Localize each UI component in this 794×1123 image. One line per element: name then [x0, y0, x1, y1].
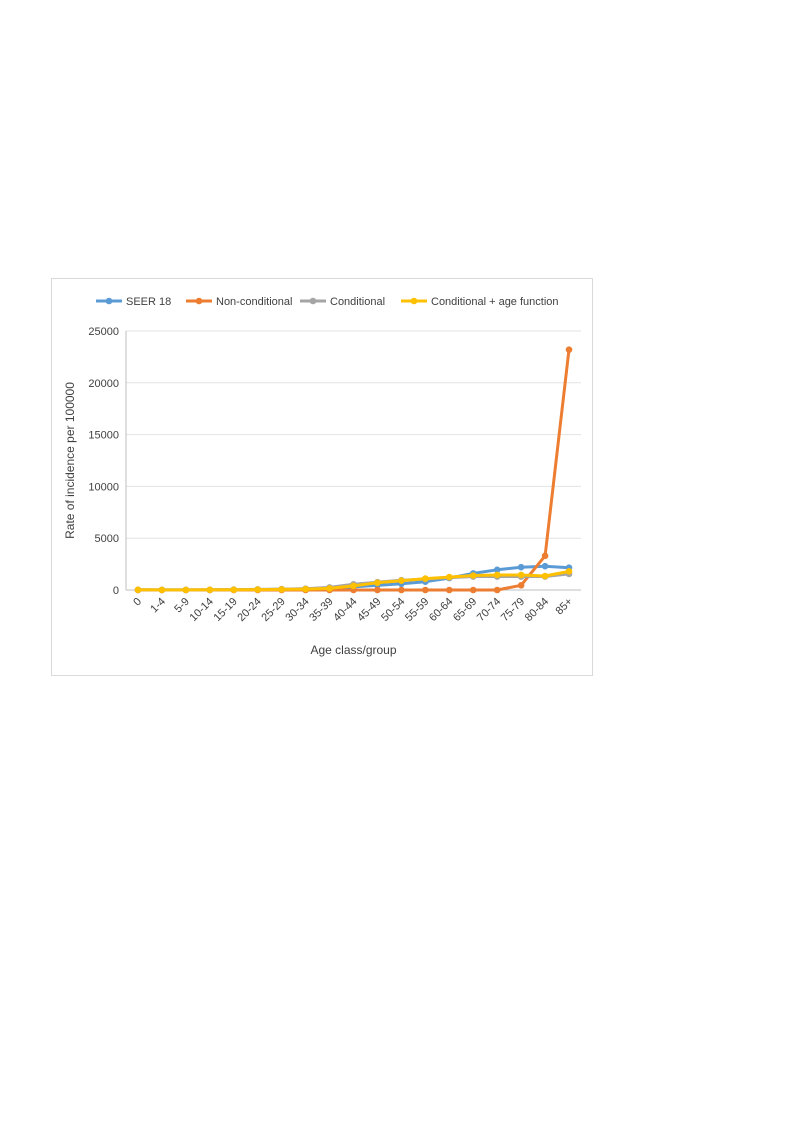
- x-tick-label-5-9: 5-9: [172, 596, 192, 616]
- line-chart: 0 5000 10000 15000 20000 25000 0 1-4 5-910-1415-…: [63, 296, 581, 657]
- legend-marker-conditional-age-function: [410, 297, 418, 305]
- y-tick-label-20000: 20000: [88, 378, 119, 390]
- data-point-conditional-age-function-35-39: [326, 585, 333, 592]
- legend-label-non-conditional: Non-conditional: [216, 296, 292, 308]
- data-point-conditional-age-function-5-9: [182, 586, 190, 594]
- legend-marker-conditional: [309, 297, 317, 305]
- chart-frame: 0 5000 10000 15000 20000 25000 0 1-4 5-9 10-14 15-…: [51, 278, 593, 676]
- y-tick-label-5000: 5000: [95, 533, 119, 545]
- x-tick-label-35-39: 35-39: [307, 596, 335, 624]
- data-point-conditional-age-function-10-14: [206, 586, 214, 594]
- data-point-non-conditional-50-54: [398, 586, 405, 594]
- data-point-conditional-age-function-40-44: [350, 582, 357, 590]
- series-line-non-conditional: [136, 348, 571, 592]
- data-point-non-conditional-60-64: [445, 586, 453, 594]
- data-point-non-conditional-45-49: [374, 586, 381, 594]
- data-point-non-conditional-70-74: [493, 586, 501, 594]
- legend-marker-non-conditional: [195, 297, 203, 305]
- x-tick-label-70-74: 70-74: [475, 596, 503, 624]
- data-point-conditional-age-function-20-24: [254, 586, 262, 593]
- data-point-non-conditional-65-69: [469, 586, 477, 594]
- y-tick-label-0: 0: [113, 585, 119, 597]
- data-point-conditional-age-function-80-84: [541, 572, 549, 580]
- data-point-conditional-age-function-15-19: [230, 586, 238, 594]
- data-point-conditional-age-function-45-49: [374, 579, 381, 587]
- x-tick-label-40-44: 40-44: [331, 596, 359, 624]
- x-tick-label-50-54: 50-54: [379, 596, 407, 624]
- x-tick-label-25-29: 25-29: [259, 596, 287, 624]
- y-tick-label-10000: 10000: [88, 481, 119, 493]
- x-tick-label-80-84: 80-84: [523, 596, 551, 624]
- y-axis-title: Rate of incidence per 100000: [63, 382, 77, 539]
- data-point-seer-18-75-79: [517, 563, 525, 571]
- data-point-seer-18-70-74: [493, 566, 501, 574]
- data-point-conditional-age-function-0: [134, 586, 142, 594]
- legend-label-seer-18: SEER 18: [126, 296, 171, 308]
- x-tick-label-85: 85+: [553, 596, 575, 618]
- legend-label-conditional: Conditional: [330, 296, 385, 308]
- x-tick-label-15-19: 15-19: [212, 596, 240, 624]
- data-point-seer-18-80-84: [541, 562, 549, 570]
- legend-label-conditional-age-function: Conditional + age function: [431, 296, 559, 308]
- x-tick-label-0: 0: [131, 596, 144, 609]
- data-point-conditional-age-function-75-79: [517, 571, 525, 579]
- y-tick-label-15000: 15000: [88, 430, 119, 442]
- data-point-non-conditional-75-79: [517, 582, 525, 589]
- data-point-conditional-age-function-1-4: [158, 586, 166, 594]
- data-point-conditional-age-function-70-74: [493, 571, 501, 579]
- data-point-conditional-age-function-65-69: [469, 572, 477, 579]
- data-point-conditional-age-function-30-34: [302, 585, 309, 593]
- y-tick-label-25000: 25000: [88, 326, 119, 338]
- data-point-non-conditional-85: [565, 346, 573, 353]
- data-point-conditional-age-function-25-29: [278, 586, 285, 593]
- data-point-conditional-age-function-60-64: [445, 573, 453, 581]
- x-tick-label-30-34: 30-34: [283, 596, 311, 624]
- x-tick-label-65-69: 65-69: [451, 596, 479, 624]
- x-tick-label-10-14: 10-14: [188, 596, 216, 624]
- x-tick-label-45-49: 45-49: [355, 596, 383, 624]
- x-axis-title: Age class/group: [310, 643, 396, 657]
- data-point-non-conditional-55-59: [422, 586, 429, 594]
- data-point-non-conditional-80-84: [541, 552, 549, 560]
- x-tick-label-55-59: 55-59: [403, 596, 431, 624]
- data-point-conditional-age-function-85: [565, 568, 573, 575]
- data-point-conditional-age-function-50-54: [398, 577, 405, 584]
- x-tick-label-60-64: 60-64: [427, 596, 455, 624]
- x-tick-label-75-79: 75-79: [499, 596, 527, 624]
- x-tick-label-20-24: 20-24: [235, 596, 263, 624]
- x-tick-label-1-4: 1-4: [148, 596, 168, 616]
- data-point-conditional-age-function-55-59: [422, 575, 429, 582]
- legend-marker-seer-18: [105, 297, 113, 305]
